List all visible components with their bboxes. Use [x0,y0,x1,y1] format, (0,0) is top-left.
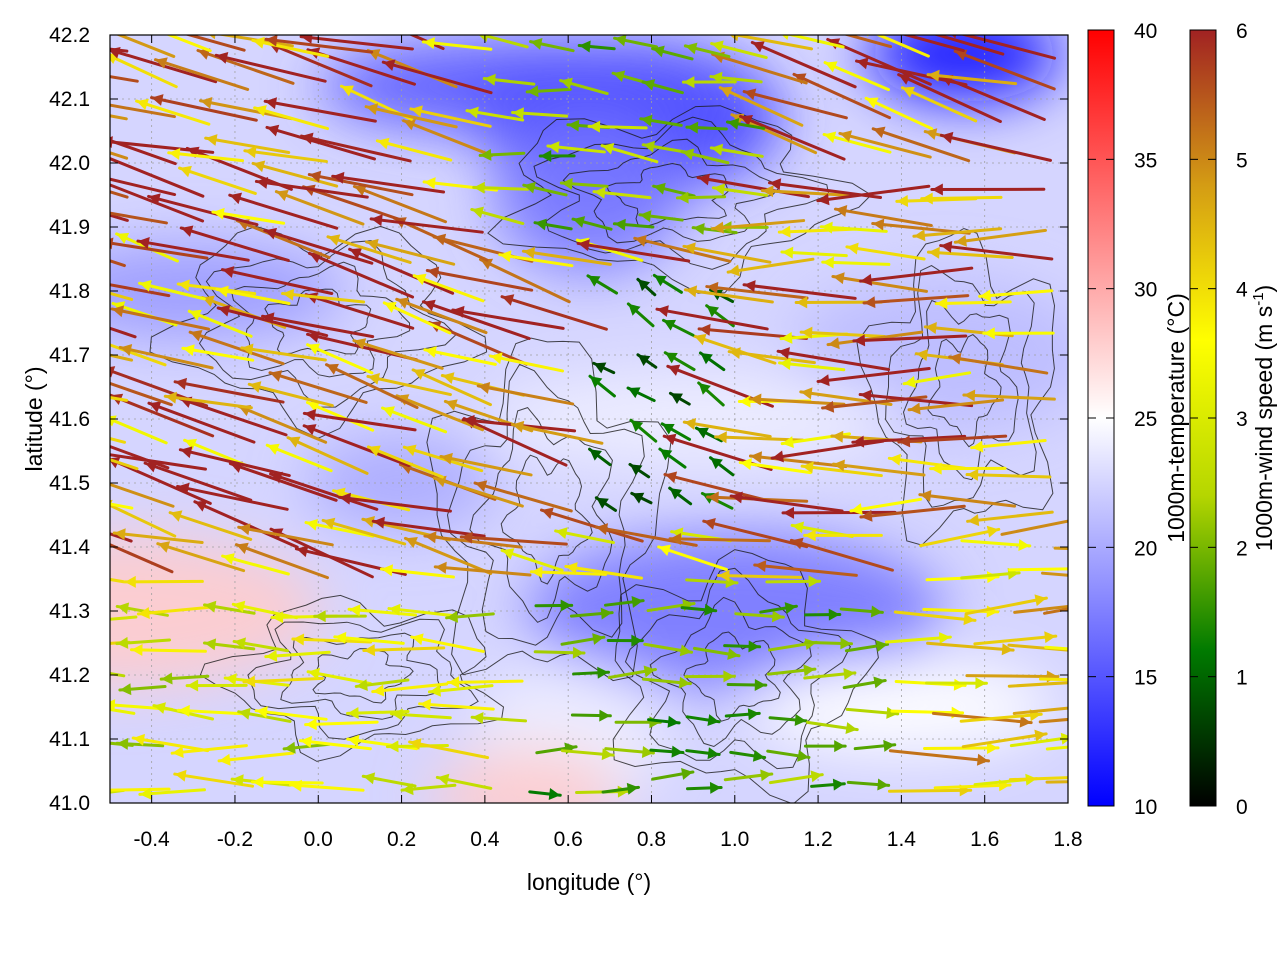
y-tick-label: 41.4 [49,536,90,559]
x-tick-label: 1.2 [803,828,832,851]
x-tick-label: 0.4 [470,828,500,851]
temperature-colorbar-tick-label: 35 [1134,149,1157,172]
plot-area [0,2,1147,844]
x-tick-label: -0.4 [134,828,171,851]
wind-colorbar-tick-label: 6 [1236,20,1248,43]
wind-colorbar-tick-label: 2 [1236,537,1248,560]
wind-colorbar-label-main: 1000m-wind speed (m s [1251,306,1277,551]
wind-colorbar-tick-label: 0 [1236,796,1248,819]
temperature-colorbar-tick-label: 40 [1134,20,1157,43]
temperature-colorbar-tick-label: 30 [1134,279,1157,302]
y-tick-label: 42.1 [49,88,90,111]
temperature-colorbar-label: 1000m-temperature (°C) [1163,293,1189,543]
x-tick-label: 1.6 [970,828,999,851]
y-tick-label: 41.1 [49,728,90,751]
wind-colorbar-label-superscript: -1 [1250,292,1267,305]
temperature-colorbar-tick-label: 20 [1134,537,1157,560]
x-axis-label: longitude (°) [527,869,651,895]
y-tick-label: 42.2 [49,24,90,47]
wind-colorbar-tick-label: 1 [1236,667,1248,690]
y-tick-label: 42.0 [49,152,90,175]
x-tick-label: 1.0 [720,828,749,851]
y-axis-label: latitude (°) [21,366,47,471]
wind-colorbar-tick-label: 5 [1236,149,1248,172]
x-tick-label: 0.8 [637,828,666,851]
y-tick-label: 41.3 [49,600,90,623]
wind-colorbar-label: 1000m-wind speed (m s-1) [1250,285,1277,551]
y-tick-label: 41.6 [49,408,90,431]
y-tick-label: 41.0 [49,792,90,815]
x-tick-label: 0.0 [304,828,333,851]
wind-colorbar-tick-label: 3 [1236,408,1248,431]
wind-colorbar-tick-label: 4 [1236,279,1248,302]
temperature-colorbar-tick-label: 15 [1134,667,1157,690]
temperature-region [493,117,685,273]
y-tick-label: 41.7 [49,344,90,367]
x-tick-label: 1.8 [1053,828,1082,851]
temperature-colorbar-tick-label: 10 [1134,796,1157,819]
y-tick-label: 41.5 [49,472,90,495]
x-tick-label: 0.6 [554,828,583,851]
y-tick-label: 41.8 [49,280,90,303]
y-tick-label: 41.2 [49,664,90,687]
x-tick-label: 1.4 [887,828,917,851]
x-tick-label: 0.2 [387,828,416,851]
x-tick-label: -0.2 [217,828,253,851]
wind-colorbar-label-close: ) [1251,285,1277,293]
y-tick-label: 41.9 [49,216,90,239]
temperature-colorbar-tick-label: 25 [1134,408,1157,431]
